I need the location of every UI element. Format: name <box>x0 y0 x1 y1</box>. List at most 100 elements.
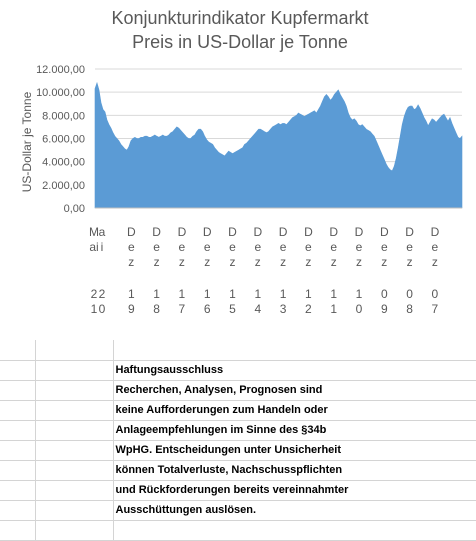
y-tick-label: 8.000,00 <box>42 110 85 122</box>
x-tick-label: D <box>304 225 313 239</box>
x-tick-label: 2 <box>305 302 312 316</box>
x-tick-label: D <box>431 225 440 239</box>
sheet-cell[interactable] <box>0 360 36 381</box>
sheet-row: Recherchen, Analysen, Prognosen sind <box>0 380 476 401</box>
x-tick-label: 1 <box>305 287 312 301</box>
x-tick-label: e <box>254 240 261 254</box>
sheet-row: und Rückforderungen bereits vereinnahmte… <box>0 480 476 501</box>
y-tick-label: 4.000,00 <box>42 157 85 169</box>
disclaimer-text[interactable] <box>113 520 363 541</box>
chart-title: Konjunkturindikator Kupfermarkt <box>111 8 369 28</box>
disclaimer-text[interactable]: Haftungsausschluss <box>113 360 363 381</box>
sheet-cell[interactable] <box>35 360 114 381</box>
sheet-cell[interactable] <box>363 380 476 401</box>
x-tick-label: a <box>99 225 106 239</box>
sheet-cell[interactable] <box>0 460 36 481</box>
sheet-cell[interactable] <box>0 500 36 521</box>
sheet-cell[interactable] <box>363 460 476 481</box>
disclaimer-text[interactable]: können Totalverluste, Nachschusspflichte… <box>113 460 363 481</box>
x-tick-label: 1 <box>280 287 287 301</box>
x-tick-label: 1 <box>204 287 211 301</box>
spreadsheet-grid: Haftungsausschluss Recherchen, Analysen, … <box>0 340 476 541</box>
sheet-cell[interactable] <box>35 500 114 521</box>
sheet-cell[interactable] <box>35 400 114 421</box>
x-tick-label: 1 <box>356 287 363 301</box>
disclaimer-text[interactable]: und Rückforderungen bereits vereinnahmte… <box>113 480 363 501</box>
y-tick-label: 10.000,00 <box>36 87 85 99</box>
x-tick-label: D <box>228 225 237 239</box>
sheet-cell[interactable] <box>0 340 36 361</box>
disclaimer-text[interactable]: Anlageempfehlungen im Sinne des §34b <box>113 420 363 441</box>
x-tick-label: z <box>356 255 362 269</box>
sheet-cell[interactable] <box>35 340 114 361</box>
x-tick-label: e <box>356 240 363 254</box>
x-tick-label: z <box>331 255 337 269</box>
x-tick-label: e <box>305 240 312 254</box>
x-tick-label: 1 <box>330 287 337 301</box>
sheet-cell[interactable] <box>35 380 114 401</box>
sheet-cell[interactable] <box>35 420 114 441</box>
x-tick-label: 1 <box>179 287 186 301</box>
chart-area: Konjunkturindikator Kupfermarkt Preis in… <box>20 8 463 316</box>
sheet-cell[interactable] <box>363 360 476 381</box>
sheet-cell[interactable] <box>363 520 476 541</box>
x-tick-label: 3 <box>280 302 287 316</box>
sheet-cell[interactable] <box>363 340 476 361</box>
x-tick-label: 1 <box>91 302 98 316</box>
x-tick-label: e <box>330 240 337 254</box>
sheet-cell[interactable] <box>35 520 114 541</box>
x-tick-label: 0 <box>99 302 106 316</box>
sheet-row: können Totalverluste, Nachschusspflichte… <box>0 460 476 481</box>
sheet-cell[interactable] <box>0 420 36 441</box>
sheet-row: WpHG. Entscheidungen unter Unsicherheit <box>0 440 476 461</box>
x-tick-label: 1 <box>229 287 236 301</box>
sheet-cell[interactable] <box>363 440 476 461</box>
x-tick-label: M <box>89 225 99 239</box>
x-tick-label: D <box>178 225 187 239</box>
sheet-cell[interactable] <box>35 440 114 461</box>
disclaimer-text[interactable] <box>113 340 363 361</box>
sheet-cell[interactable] <box>363 420 476 441</box>
x-tick-label: D <box>380 225 389 239</box>
x-tick-label: 1 <box>330 302 337 316</box>
x-tick-label: i <box>101 240 104 254</box>
sheet-cell[interactable] <box>0 440 36 461</box>
x-tick-label: 9 <box>381 302 388 316</box>
disclaimer-text[interactable]: keine Aufforderungen zum Handeln oder <box>113 400 363 421</box>
x-tick-label: e <box>179 240 186 254</box>
y-tick-label: 6.000,00 <box>42 134 85 146</box>
x-tick-label: D <box>405 225 414 239</box>
x-tick-label: z <box>381 255 387 269</box>
x-tick-label: z <box>204 255 210 269</box>
sheet-row <box>0 340 476 361</box>
x-tick-label: e <box>153 240 160 254</box>
sheet-cell[interactable] <box>363 480 476 501</box>
sheet-cell[interactable] <box>363 400 476 421</box>
x-tick-label: e <box>229 240 236 254</box>
sheet-cell[interactable] <box>0 480 36 501</box>
sheet-cell[interactable] <box>0 520 36 541</box>
sheet-cell[interactable] <box>363 500 476 521</box>
sheet-row: Haftungsausschluss <box>0 360 476 381</box>
sheet-cell[interactable] <box>35 480 114 501</box>
x-tick-label: D <box>329 225 338 239</box>
x-tick-label: 1 <box>128 287 135 301</box>
disclaimer-text[interactable]: WpHG. Entscheidungen unter Unsicherheit <box>113 440 363 461</box>
y-tick-label: 2.000,00 <box>42 180 85 192</box>
sheet-cell[interactable] <box>0 380 36 401</box>
x-tick-label: D <box>279 225 288 239</box>
x-tick-label: z <box>179 255 185 269</box>
sheet-cell[interactable] <box>35 460 114 481</box>
x-tick-label: e <box>280 240 287 254</box>
x-tick-label: z <box>154 255 160 269</box>
x-tick-label: z <box>280 255 286 269</box>
x-tick-label: ai <box>89 240 98 254</box>
y-tick-label: 0,00 <box>64 203 85 215</box>
x-tick-label: e <box>432 240 439 254</box>
sheet-cell[interactable] <box>0 400 36 421</box>
disclaimer-text[interactable]: Ausschüttungen auslösen. <box>113 500 363 521</box>
x-tick-label: D <box>203 225 212 239</box>
series-area <box>94 81 463 209</box>
x-tick-label: 1 <box>254 287 261 301</box>
disclaimer-text[interactable]: Recherchen, Analysen, Prognosen sind <box>113 380 363 401</box>
